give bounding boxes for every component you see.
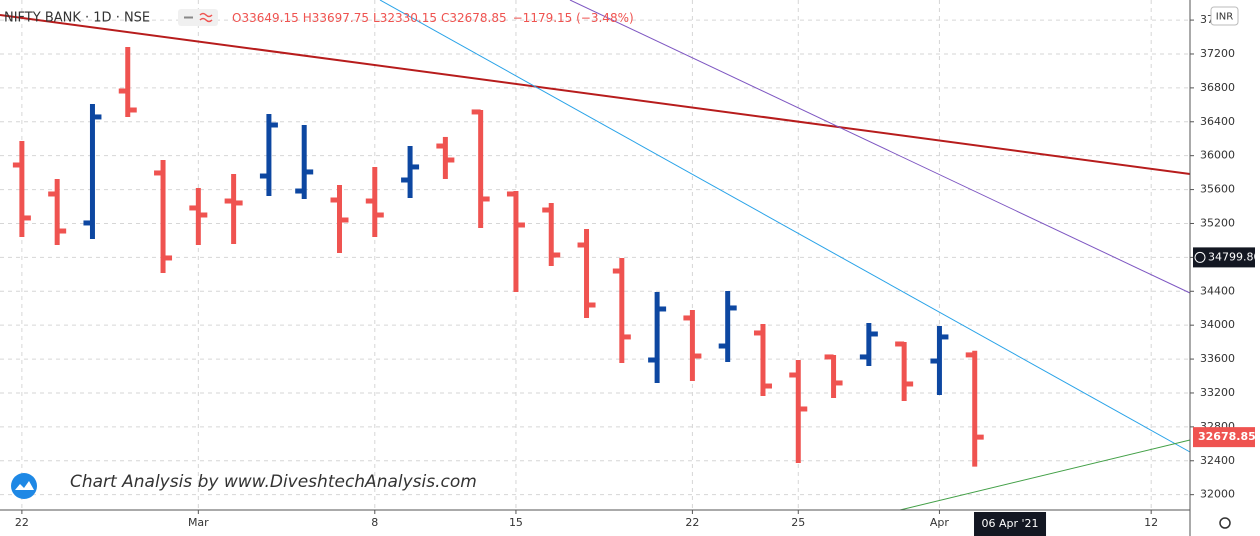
ohlc-bar [930, 326, 949, 395]
grid [0, 0, 1190, 510]
settings-icon[interactable] [1219, 517, 1231, 529]
ohlc-bar [718, 291, 737, 362]
change: −1179.15 (−3.48%) [513, 11, 634, 25]
y-tick-label: 32400 [1200, 454, 1235, 467]
y-tick-label: 36000 [1200, 149, 1235, 162]
ohlc-bar [859, 322, 878, 367]
x-tick-label: Apr [930, 516, 950, 529]
crosshair-price-box [1193, 247, 1255, 268]
icon [199, 12, 213, 23]
ohlc-value: 33697.75 [312, 11, 369, 25]
currency-badge[interactable] [1210, 6, 1239, 26]
watermark: Chart Analysis by www.DiveshtechAnalysis… [70, 472, 477, 492]
ohlc-bar [259, 113, 278, 197]
y-tick-label: 35200 [1200, 216, 1235, 229]
ohlc-bar [542, 202, 561, 267]
x-tick-label: 22 [685, 516, 699, 529]
logo [11, 473, 37, 499]
ohlc-label: H [303, 11, 312, 25]
ohlc-label: O [232, 11, 241, 25]
ohlc-value: 33649.15 [241, 11, 298, 25]
ohlc-bar [648, 291, 667, 383]
x-tick-label: 12 [1144, 516, 1158, 529]
y-tick-label: 32000 [1200, 488, 1235, 501]
ohlc-bar [83, 103, 102, 239]
trend-line [569, 0, 1191, 294]
currency: INR [1216, 12, 1233, 23]
ohlc-bar [895, 341, 914, 402]
y-tick-label: 33600 [1200, 352, 1235, 365]
x-tick-label: Mar [188, 516, 209, 529]
ohlc-bar [612, 257, 631, 363]
ohlc-bar [471, 109, 490, 228]
ohlc-label: L [373, 11, 380, 25]
y-tick-label: 34000 [1200, 318, 1235, 331]
ohlc-bar [295, 125, 314, 199]
y-tick-label: 35600 [1200, 183, 1235, 196]
ohlc-bar [506, 191, 525, 292]
y-tick-label: 36800 [1200, 81, 1235, 94]
ohlc-bar [789, 360, 808, 463]
x-tick-label: 25 [791, 516, 805, 529]
ohlc-value: 32330.15 [380, 11, 437, 25]
x-tick-label: 22 [15, 516, 29, 529]
crosshair-price-label: 34799.80 [1208, 250, 1260, 263]
ohlc-bar [154, 160, 173, 273]
y-tick-label: 37200 [1200, 47, 1235, 60]
ohlc-bar [12, 141, 31, 237]
ohlc-label: C [441, 11, 449, 25]
ohlc-bar [48, 178, 67, 245]
plus-icon [1194, 251, 1206, 263]
ohlc-bar [824, 354, 843, 398]
bars [12, 46, 984, 467]
axis-labels: 3200032400328003320033600340003440034800… [15, 13, 1260, 536]
ohlc-value: 32678.85 [449, 11, 506, 25]
x-tick-label: 8 [371, 516, 378, 529]
ohlc-bar [401, 146, 420, 198]
last-price-label: 32678.85 [1198, 430, 1256, 443]
trend-line [899, 439, 1191, 511]
ohlc-bar [330, 185, 349, 253]
ohlc-legend: O33649.15 H33697.75 L32330.15 C32678.85 −117… [232, 11, 634, 25]
logo [15, 481, 34, 490]
ohlc-bar [965, 350, 984, 467]
ohlc-bar [683, 310, 702, 382]
ohlc-bar [118, 46, 137, 117]
crosshair-date-box [974, 512, 1047, 536]
ohlc-bar [365, 166, 384, 237]
x-tick-label: 15 [509, 516, 523, 529]
ohlc-bar [577, 228, 596, 318]
y-tick-label: 34400 [1200, 284, 1235, 297]
ohlc-bar [189, 187, 208, 245]
y-tick-label: 33200 [1200, 386, 1235, 399]
trend-line [379, 0, 1191, 453]
ohlc-bar [224, 173, 243, 244]
y-tick-label: 36400 [1200, 115, 1235, 128]
trend-line [0, 14, 1191, 175]
last-price-box [1193, 427, 1255, 448]
ohlc-bar [753, 323, 772, 397]
chart-title: NIFTY BANK · 1D · NSE [4, 11, 150, 26]
crosshair-date-label: 06 Apr '21 [981, 517, 1038, 530]
ohlc-bar [436, 136, 455, 179]
